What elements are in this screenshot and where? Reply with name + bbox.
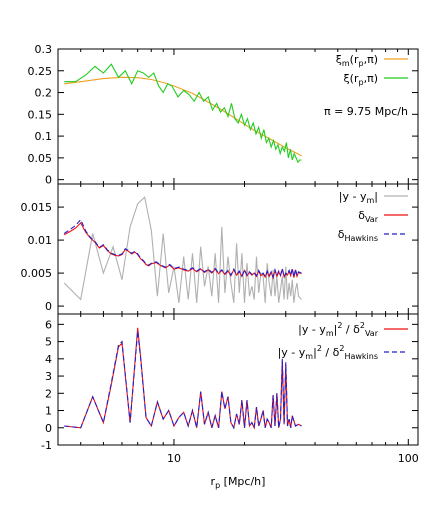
x-axis-label: rp [Mpc/h] xyxy=(211,475,266,490)
series-line-2 xyxy=(64,63,302,164)
legend-label-2: |y - ym|2 / δ2Hawkins xyxy=(278,344,378,361)
y-tick-label: 0.015 xyxy=(21,201,53,214)
y-tick-label: 6 xyxy=(45,318,52,331)
y-tick-label: 0 xyxy=(45,300,52,313)
series-line-2 xyxy=(63,221,302,280)
pi-annotation: π = 9.75 Mpc/h xyxy=(324,105,408,118)
y-tick-label: 0.01 xyxy=(28,234,53,247)
y-tick-label: 0 xyxy=(45,174,52,187)
y-tick-label: -1 xyxy=(41,439,52,452)
legend-label-3: δHawkins xyxy=(338,228,378,243)
y-tick-label: 0.15 xyxy=(28,108,53,121)
y-tick-label: 0.2 xyxy=(35,87,53,100)
y-tick-label: 0.3 xyxy=(35,43,53,56)
series-line-1 xyxy=(64,76,302,157)
panel-3-frame xyxy=(57,313,419,446)
legend-label-1: |y - ym| xyxy=(339,190,378,205)
x-tick-label: 10 xyxy=(167,452,181,465)
y-tick-label: 0 xyxy=(45,422,52,435)
panel-1: 0 0.05 0.1 0.15 0.2 0.25 0.3 ξm(rp,π) ξ(rp,π) π =… xyxy=(28,43,419,187)
y-tick-label: 2 xyxy=(45,387,52,400)
panel-3: -1 0 1 2 3 4 5 6 10 100 rp [Mpc/h] |y - ym|2 / δ2Va… xyxy=(41,313,419,490)
legend-label-1: |y - ym|2 / δ2Var xyxy=(298,321,379,338)
y-tick-label: 1 xyxy=(45,405,52,418)
y-tick-label: 0.25 xyxy=(28,65,53,78)
legend-label-1: ξm(rp,π) xyxy=(336,53,378,68)
series-line-1 xyxy=(63,196,302,303)
y-tick-label: 0.1 xyxy=(35,130,53,143)
y-tick-label: 0.005 xyxy=(21,267,53,280)
panel-2: 0 0.005 0.01 0.015 |y - ym| δVar δHawkins xyxy=(21,183,419,315)
y-tick-label: 3 xyxy=(45,370,52,383)
y-tick-label: 0.05 xyxy=(28,152,53,165)
y-tick-label: 4 xyxy=(45,353,52,366)
legend-label-2: δVar xyxy=(358,209,378,224)
x-tick-label: 100 xyxy=(398,452,419,465)
legend-label-2: ξ(rp,π) xyxy=(344,72,378,87)
y-tick-label: 5 xyxy=(45,336,52,349)
series-line-2 xyxy=(64,331,302,430)
series-line-3 xyxy=(63,218,302,279)
